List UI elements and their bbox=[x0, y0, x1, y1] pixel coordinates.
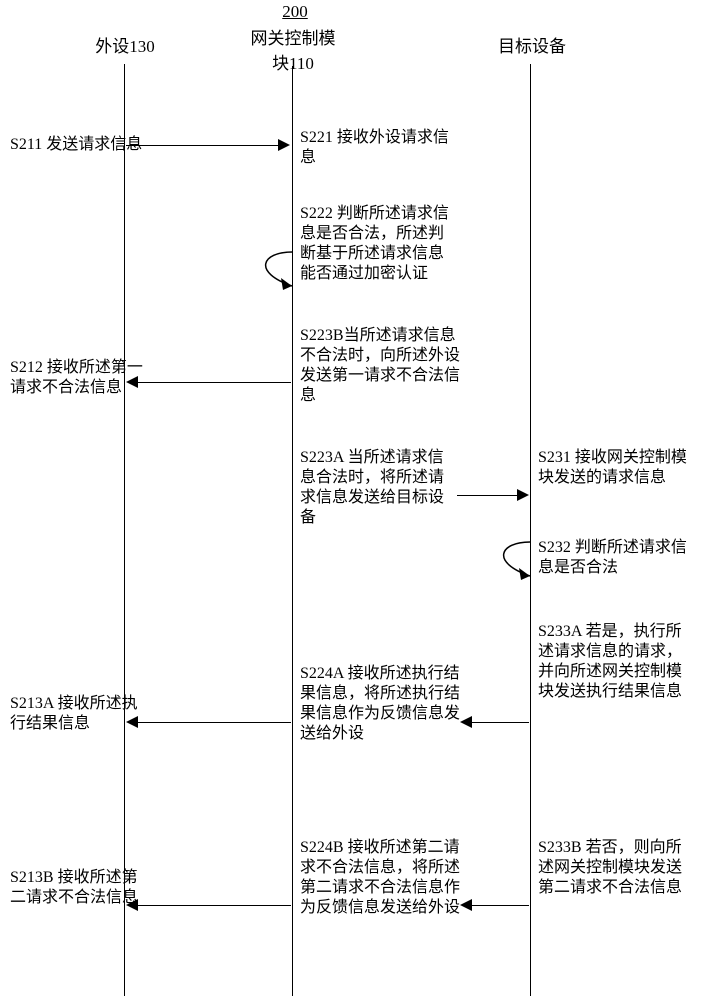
lifeline-p1 bbox=[124, 64, 125, 996]
step-s213a: S213A 接收所述执行结果信息 bbox=[10, 694, 146, 734]
arrow-s224a-right-head bbox=[460, 716, 472, 728]
step-s224b: S224B 接收所述第二请求不合法信息，将所述第二请求不合法信息作为反馈信息发送… bbox=[300, 838, 460, 918]
arrow-s224b-right bbox=[471, 905, 529, 906]
arrow-s224a-left-head bbox=[126, 716, 138, 728]
step-s233b: S233B 若否，则向所述网关控制模块发送第二请求不合法信息 bbox=[538, 838, 690, 898]
diagram-id: 200 bbox=[280, 2, 310, 22]
arrow-s211-head bbox=[278, 139, 290, 151]
step-s223a: S223A 当所述请求信息合法时，将所述请求信息发送给目标设备 bbox=[300, 448, 456, 528]
arrow-s223b-head bbox=[126, 376, 138, 388]
arrow-s211 bbox=[126, 145, 280, 146]
arrow-s223a-head bbox=[517, 489, 529, 501]
self-arrow-s222 bbox=[248, 250, 294, 294]
step-s222: S222 判断所述请求信息是否合法，所述判断基于所述请求信息能否通过加密认证 bbox=[300, 204, 458, 284]
lifeline-p3 bbox=[530, 64, 531, 996]
participant-3-title: 目标设备 bbox=[494, 32, 570, 57]
step-s221: S221 接收外设请求信息 bbox=[300, 128, 450, 168]
arrow-s224b-left-head bbox=[126, 899, 138, 911]
step-s231: S231 接收网关控制模块发送的请求信息 bbox=[538, 448, 688, 488]
arrow-s224a-right bbox=[471, 722, 529, 723]
arrow-s224b-right-head bbox=[460, 899, 472, 911]
arrow-s224a-left bbox=[137, 722, 291, 723]
participant-2-title: 网关控制模块110 bbox=[250, 24, 336, 74]
lifeline-p2 bbox=[292, 66, 293, 996]
self-arrow-s232 bbox=[486, 540, 532, 584]
step-s223b: S223B当所述请求信息不合法时，向所述外设发送第一请求不合法信息 bbox=[300, 326, 460, 406]
step-s224a: S224A 接收所述执行结果信息，将所述执行结果信息作为反馈信息发送给外设 bbox=[300, 664, 460, 744]
participant-1-title: 外设130 bbox=[90, 32, 160, 57]
step-s233a: S233A 若是，执行所述请求信息的请求，并向所述网关控制模块发送执行结果信息 bbox=[538, 622, 690, 702]
arrow-s223b bbox=[137, 382, 291, 383]
arrow-s224b-left bbox=[137, 905, 291, 906]
arrow-s223a bbox=[457, 495, 519, 496]
sequence-diagram: 200 外设130 网关控制模块110 目标设备 S211 发送请求信息 S22… bbox=[0, 0, 706, 1000]
step-s232: S232 判断所述请求信息是否合法 bbox=[538, 538, 688, 578]
